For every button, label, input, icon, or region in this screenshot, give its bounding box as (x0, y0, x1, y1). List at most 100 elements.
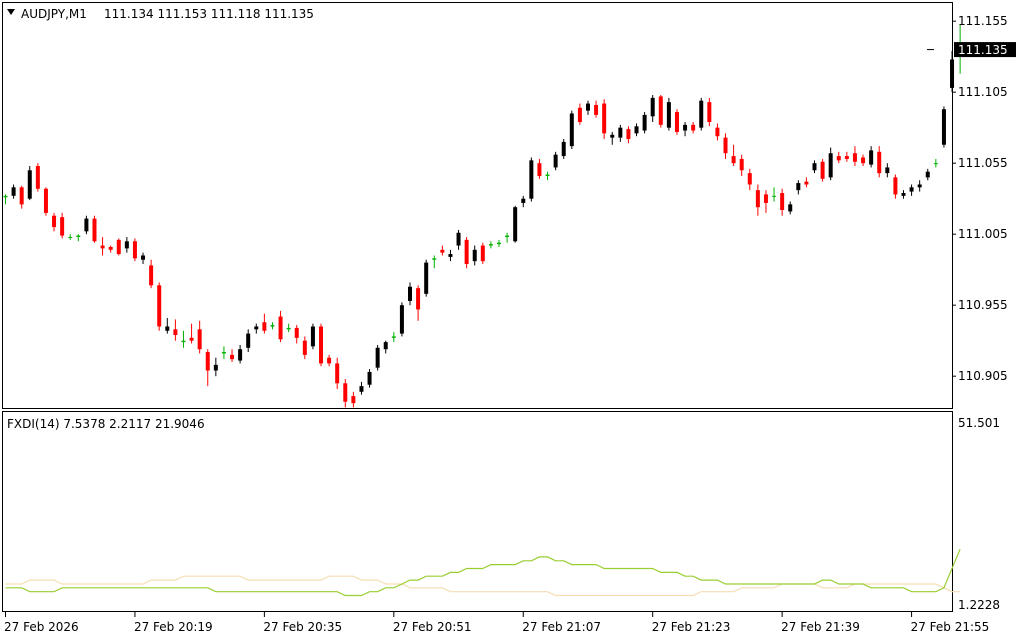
candle (755, 184, 760, 216)
price-axis: 111.155 111.105 111.055 111.005 110.955 110.9… (952, 14, 1008, 383)
price-tick-label: 111.155 (958, 14, 1008, 28)
time-tick-label: 27 Feb 2026 (4, 620, 79, 634)
candle (84, 215, 89, 235)
candle (496, 239, 501, 247)
candle (197, 320, 202, 354)
candle-body (238, 349, 243, 361)
candle-body (674, 112, 679, 132)
current-price-label: 111.135 (958, 43, 1008, 57)
candle (537, 158, 542, 179)
indicator-line-green (5, 548, 961, 597)
candle (52, 212, 57, 232)
candle (399, 302, 404, 337)
candle-body (909, 187, 914, 192)
candle-body (496, 242, 501, 245)
candle (157, 282, 162, 331)
candle (772, 187, 777, 202)
candle (165, 317, 170, 334)
candle (658, 95, 663, 128)
candle-body (804, 181, 809, 185)
candle (723, 133, 728, 159)
candle (626, 126, 631, 144)
candle (92, 215, 97, 243)
candle (561, 139, 566, 159)
candle-body (278, 316, 283, 340)
candle-body (116, 239, 121, 255)
candle-body (561, 141, 566, 157)
candle (391, 332, 396, 343)
candle-body (780, 193, 785, 211)
candle (731, 144, 736, 167)
candle (60, 212, 65, 239)
candle-body (448, 254, 453, 257)
time-tick-label: 27 Feb 21:07 (522, 620, 601, 634)
candle-body (521, 198, 526, 203)
candle-body (173, 329, 178, 336)
candle (359, 381, 364, 395)
candle (585, 100, 590, 115)
candle (19, 185, 24, 209)
price-tick-label: 110.905 (958, 369, 1008, 383)
candle-body (925, 171, 930, 178)
candle-body (52, 215, 57, 228)
candle (893, 174, 898, 199)
candle-body (658, 96, 663, 125)
ohlc-header: 111.134 111.153 111.118 111.135 (104, 7, 314, 21)
candle-body (141, 255, 146, 260)
price-tick-label: 110.955 (958, 298, 1008, 312)
candle (577, 103, 582, 125)
candle-body (585, 103, 590, 111)
candle (804, 177, 809, 188)
candle-body (60, 217, 65, 236)
candle (335, 357, 340, 389)
price-tick-label: 111.055 (958, 156, 1008, 170)
candle-body (383, 342, 388, 350)
candle-body (108, 246, 113, 250)
candle-body (359, 386, 364, 392)
candle (254, 323, 259, 334)
candle-body (885, 167, 890, 174)
candle-body (230, 354, 235, 360)
candle (238, 344, 243, 364)
candle (618, 124, 623, 142)
candle-body (189, 337, 194, 341)
candle-body (100, 245, 105, 249)
candle (594, 100, 599, 118)
candle (707, 97, 712, 127)
candle (941, 106, 946, 148)
candle (933, 158, 938, 168)
time-tick-label: 27 Feb 20:19 (134, 620, 213, 634)
candle-body (763, 194, 768, 203)
candle-body (43, 188, 48, 213)
candle (683, 122, 688, 137)
candle-body (545, 174, 550, 176)
candle (666, 97, 671, 131)
candle-body (836, 156, 841, 161)
candle-body (432, 258, 437, 260)
indicator-frame (2, 411, 953, 612)
candle-body (650, 97, 655, 117)
candle-body (917, 184, 922, 188)
symbol-dropdown-icon[interactable] (7, 9, 15, 15)
candle-body (205, 352, 210, 371)
candle-body (456, 232, 461, 246)
candle (788, 201, 793, 215)
candle (189, 323, 194, 344)
candle (885, 163, 890, 178)
candle (505, 232, 510, 243)
candle (116, 238, 121, 256)
candle (488, 241, 493, 249)
candle (108, 245, 113, 253)
candles-group (3, 24, 963, 408)
candle (294, 325, 299, 344)
candle (213, 357, 218, 377)
candle-body (537, 163, 542, 176)
candle (747, 168, 752, 191)
candle-body (424, 262, 429, 294)
candle (650, 95, 655, 123)
candle (513, 205, 518, 243)
candle-body (812, 163, 817, 171)
candle (27, 166, 32, 201)
candle-body (416, 288, 421, 310)
indicator-top-tick: 51.501 (958, 416, 1000, 430)
